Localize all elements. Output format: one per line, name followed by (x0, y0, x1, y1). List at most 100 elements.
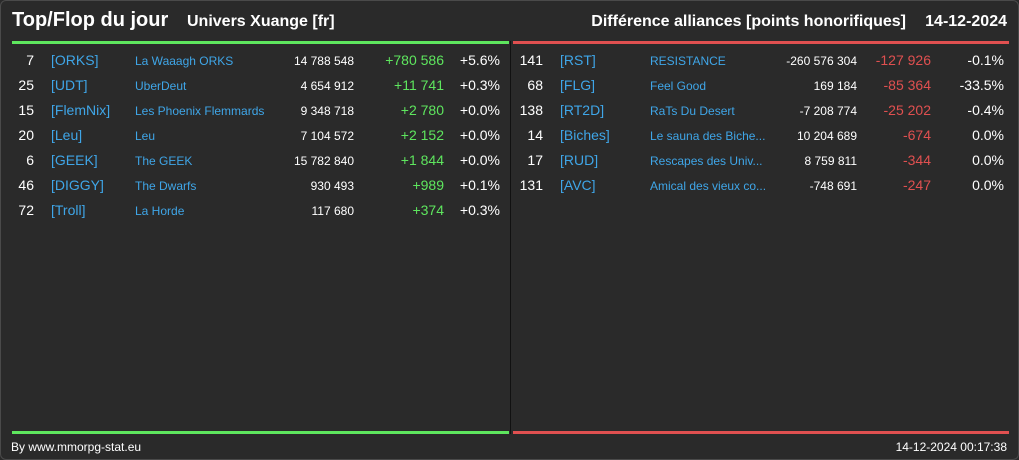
alliance-tag-link[interactable]: [RST] (560, 52, 596, 68)
alliance-row: 15 [FlemNix] Les Phoenix Flemmards 9 348 71… (12, 98, 509, 123)
column-divider (510, 41, 511, 434)
top-alliances-panel: 7 [ORKS] La Waaagh ORKS 14 788 548 +780 586 +… (12, 48, 509, 223)
points-difference: +374 (412, 202, 444, 218)
alliance-rank: 46 (18, 177, 34, 193)
alliance-tag-link[interactable]: [UDT] (51, 77, 88, 93)
page-title: Top/Flop du jour (12, 9, 169, 31)
alliance-tag-link[interactable]: [ORKS] (51, 52, 99, 68)
alliance-row: 25 [UDT] UberDeut 4 654 912 +11 741 +0.3% (12, 73, 509, 98)
points-difference: -247 (902, 177, 931, 193)
alliance-name-link[interactable]: La Horde (135, 204, 185, 218)
alliance-rank: 6 (26, 152, 34, 168)
alliance-name-link[interactable]: Le sauna des Biche... (650, 129, 766, 143)
alliance-points: 14 788 548 (293, 54, 354, 68)
points-difference: -127 926 (875, 52, 931, 68)
alliance-name-link[interactable]: Feel Good (650, 79, 707, 93)
percent-change: +5.6% (459, 52, 500, 68)
alliance-row: 72 [Troll] La Horde 117 680 +374 +0.3% (12, 198, 509, 223)
percent-change: 0.0% (972, 127, 1004, 143)
percent-change: +0.0% (459, 127, 500, 143)
percent-change: +0.3% (459, 202, 500, 218)
site-credit[interactable]: By www.mmorpg-stat.eu (11, 440, 142, 454)
alliance-row: 7 [ORKS] La Waaagh ORKS 14 788 548 +780 586 +… (12, 48, 509, 73)
alliance-rank: 138 (519, 102, 543, 118)
points-difference: +1 844 (400, 152, 444, 168)
difference-label: Différence alliances [points honorifique… (591, 13, 906, 30)
alliance-tag-link[interactable]: [GEEK] (51, 152, 98, 168)
alliance-name-link[interactable]: RaTs Du Desert (650, 104, 735, 118)
alliance-rank: 17 (527, 152, 543, 168)
alliance-points: 7 104 572 (300, 129, 354, 143)
alliance-name-link[interactable]: Rescapes des Univ... (650, 154, 763, 168)
points-difference: +989 (412, 177, 444, 193)
percent-change: 0.0% (972, 177, 1004, 193)
alliance-name-link[interactable]: Amical des vieux co... (650, 179, 767, 193)
alliance-name-link[interactable]: RESISTANCE (650, 54, 726, 68)
top-accent-bar (12, 41, 509, 44)
alliance-name-link[interactable]: La Waaagh ORKS (135, 54, 234, 68)
alliance-tag-link[interactable]: [Troll] (51, 202, 86, 218)
alliance-tag-link[interactable]: [FLG] (560, 77, 596, 93)
flop-alliances-panel: 141 [RST] RESISTANCE -260 576 304 -127 926 -0… (513, 48, 1009, 198)
percent-change: -33.5% (959, 77, 1004, 93)
alliance-row: 17 [RUD] Rescapes des Univ... 8 759 811 -344… (513, 148, 1009, 173)
alliance-rank: 7 (26, 52, 34, 68)
alliance-points: 117 680 (311, 204, 355, 218)
alliance-rank: 141 (519, 52, 543, 68)
points-difference: +11 741 (394, 77, 444, 93)
alliance-name-link[interactable]: UberDeut (135, 79, 187, 93)
alliance-tag-link[interactable]: [FlemNix] (51, 102, 111, 118)
points-difference: +780 586 (385, 52, 444, 68)
alliance-points: 9 348 718 (300, 104, 354, 118)
universe-subtitle: Univers Xuange [fr] (187, 13, 335, 30)
alliance-points: 4 654 912 (300, 79, 354, 93)
alliance-name-link[interactable]: Leu (135, 129, 156, 143)
alliance-points: 169 184 (813, 79, 857, 93)
points-difference: +2 780 (400, 102, 444, 118)
alliance-tag-link[interactable]: [Biches] (560, 127, 610, 143)
alliance-row: 138 [RT2D] RaTs Du Desert -7 208 774 -25 202… (513, 98, 1009, 123)
alliance-points: 10 204 689 (796, 129, 857, 143)
points-difference: -25 202 (883, 102, 931, 118)
alliance-points: 8 759 811 (804, 154, 858, 168)
percent-change: +0.1% (459, 177, 500, 193)
alliance-name-link[interactable]: The Dwarfs (135, 179, 197, 193)
points-difference: -674 (902, 127, 931, 143)
alliance-name-link[interactable]: Les Phoenix Flemmards (135, 104, 265, 118)
alliance-rank: 131 (519, 177, 543, 193)
alliance-row: 14 [Biches] Le sauna des Biche... 10 204 68… (513, 123, 1009, 148)
top-bottom-bar (12, 431, 509, 434)
points-difference: -85 364 (883, 77, 931, 93)
alliance-tag-link[interactable]: [DIGGY] (51, 177, 104, 193)
alliance-points: -7 208 774 (799, 104, 857, 118)
alliance-rank: 20 (18, 127, 34, 143)
date-label: 14-12-2024 (925, 13, 1007, 30)
alliance-rank: 15 (18, 102, 34, 118)
points-difference: +2 152 (400, 127, 444, 143)
alliance-tag-link[interactable]: [Leu] (51, 127, 83, 143)
alliance-rank: 72 (18, 202, 34, 218)
percent-change: -0.4% (967, 102, 1004, 118)
alliance-tag-link[interactable]: [RUD] (560, 152, 599, 168)
percent-change: +0.0% (459, 102, 500, 118)
alliance-tag-link[interactable]: [RT2D] (560, 102, 605, 118)
alliance-points: 15 782 840 (293, 154, 354, 168)
alliance-tag-link[interactable]: [AVC] (560, 177, 596, 193)
flop-bottom-bar (513, 431, 1009, 434)
generated-timestamp: 14-12-2024 00:17:38 (895, 440, 1007, 454)
alliance-row: 20 [Leu] Leu 7 104 572 +2 152 +0.0% (12, 123, 509, 148)
alliance-points: -748 691 (809, 179, 857, 193)
alliance-name-link[interactable]: The GEEK (135, 154, 193, 168)
percent-change: -0.1% (967, 52, 1004, 68)
alliance-points: -260 576 304 (786, 54, 857, 68)
alliance-row: 6 [GEEK] The GEEK 15 782 840 +1 844 +0.0% (12, 148, 509, 173)
alliance-row: 131 [AVC] Amical des vieux co... -748 691 -2… (513, 173, 1009, 198)
alliance-points: 930 493 (310, 179, 354, 193)
header: Top/Flop du jour Univers Xuange [fr] Dif… (1, 1, 1018, 41)
alliance-rank: 25 (18, 77, 34, 93)
alliance-row: 46 [DIGGY] The Dwarfs 930 493 +989 +0.1% (12, 173, 509, 198)
flop-accent-bar (513, 41, 1009, 44)
alliance-rank: 14 (527, 127, 543, 143)
points-difference: -344 (902, 152, 931, 168)
